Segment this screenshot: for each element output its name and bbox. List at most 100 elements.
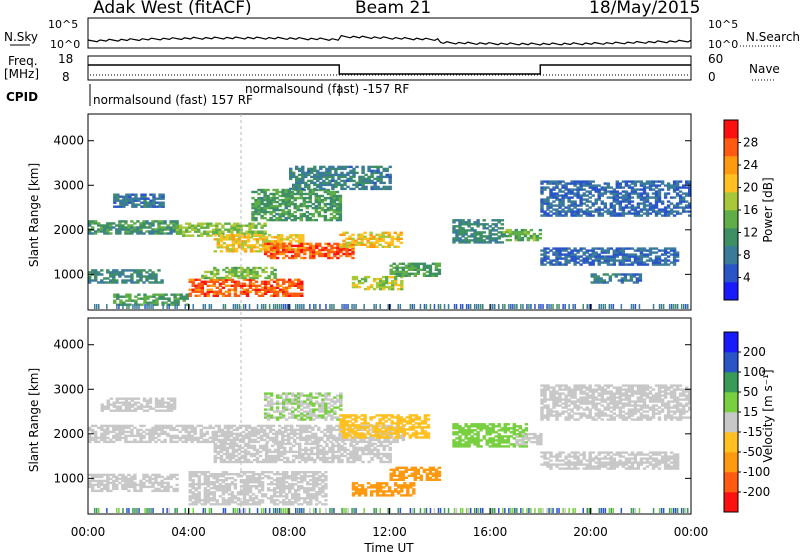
- echo-cell: [632, 273, 637, 276]
- echo-cell: [130, 232, 134, 235]
- echo-cell: [651, 196, 656, 199]
- echo-cell: [215, 222, 219, 225]
- echo-cell: [296, 208, 300, 212]
- near-range-cell: [528, 304, 530, 309]
- echo-cell: [382, 448, 386, 452]
- freq-unit: [MHz]: [4, 67, 40, 81]
- echo-cell: [221, 489, 226, 492]
- echo-cell: [220, 428, 225, 432]
- echo-cell: [314, 204, 318, 208]
- echo-cell: [633, 190, 638, 193]
- echo-cell: [638, 273, 643, 276]
- echo-cell: [263, 242, 268, 246]
- echo-cell: [321, 252, 325, 256]
- echo-cell: [127, 403, 132, 406]
- echo-cell: [197, 501, 201, 504]
- echo-cell: [261, 448, 266, 452]
- echo-cell: [620, 273, 625, 276]
- echo-cell: [272, 501, 277, 504]
- echo-cell: [145, 222, 149, 225]
- echo-cell: [245, 503, 250, 506]
- echo-cell: [251, 210, 255, 214]
- echo-cell: [258, 450, 263, 454]
- echo-cell: [618, 196, 622, 199]
- echo-cell: [343, 454, 347, 458]
- echo-cell: [134, 301, 138, 304]
- echo-cell: [289, 240, 293, 243]
- near-range-cell: [552, 304, 554, 309]
- echo-cell: [594, 253, 598, 256]
- echo-cell: [301, 167, 305, 171]
- echo-cell: [621, 180, 626, 183]
- echo-cell: [197, 224, 201, 227]
- echo-cell: [336, 252, 340, 256]
- echo-cell: [113, 205, 117, 208]
- echo-cell: [197, 282, 201, 285]
- echo-cell: [636, 204, 641, 207]
- near-range-cell: [510, 304, 512, 309]
- echo-cell: [124, 409, 129, 412]
- echo-cell: [263, 216, 267, 220]
- echo-cell: [187, 426, 191, 430]
- echo-cell: [540, 180, 544, 183]
- echo-cell: [155, 293, 159, 296]
- echo-cell: [638, 277, 643, 280]
- echo-cell: [216, 446, 220, 450]
- echo-cell: [251, 503, 256, 506]
- echo-cell: [218, 503, 223, 506]
- echo-cell: [133, 440, 137, 444]
- echo-cell: [332, 202, 337, 206]
- echo-cell: [227, 487, 232, 490]
- echo-cell: [185, 226, 189, 229]
- echo-cell: [221, 497, 226, 500]
- echo-cell: [314, 424, 318, 428]
- echo-cell: [370, 171, 374, 175]
- echo-cell: [184, 434, 188, 438]
- echo-cell: [257, 491, 262, 494]
- echo-cell: [582, 210, 586, 213]
- echo-cell: [299, 204, 303, 208]
- echo-cell: [606, 186, 610, 189]
- echo-cell: [388, 179, 392, 183]
- echo-cell: [306, 248, 310, 252]
- echo-cell: [370, 169, 374, 173]
- echo-cell: [348, 235, 352, 238]
- echo-cell: [250, 430, 255, 434]
- echo-cell: [382, 275, 386, 279]
- echo-cell: [287, 424, 291, 428]
- echo-cell: [279, 284, 283, 287]
- echo-cell: [491, 229, 495, 232]
- echo-cell: [134, 195, 138, 198]
- echo-cell: [651, 180, 656, 183]
- echo-cell: [154, 405, 159, 408]
- echo-cell: [232, 432, 237, 436]
- echo-cell: [358, 454, 362, 458]
- echo-cell: [267, 454, 272, 458]
- echo-cell: [311, 436, 315, 440]
- echo-cell: [543, 200, 547, 203]
- echo-cell: [437, 268, 442, 271]
- echo-cell: [369, 231, 373, 234]
- echo-cell: [288, 250, 292, 254]
- echo-cell: [359, 424, 363, 428]
- echo-cell: [282, 501, 286, 504]
- echo-cell: [306, 491, 310, 494]
- echo-cell: [127, 430, 131, 434]
- echo-cell: [624, 190, 629, 193]
- echo-cell: [594, 202, 598, 205]
- echo-cell: [482, 223, 486, 226]
- echo-cell: [642, 253, 647, 256]
- echo-cell: [242, 292, 247, 295]
- echo-cell: [358, 183, 362, 187]
- echo-cell: [109, 424, 113, 428]
- echo-cell: [167, 297, 171, 300]
- echo-cell: [274, 430, 279, 434]
- near-range-cell: [136, 304, 138, 309]
- echo-cell: [306, 471, 310, 474]
- echo-cell: [549, 204, 553, 207]
- echo-cell: [294, 256, 298, 260]
- echo-cell: [579, 196, 583, 199]
- echo-cell: [322, 454, 326, 458]
- echo-cell: [303, 497, 307, 500]
- echo-cell: [383, 432, 387, 436]
